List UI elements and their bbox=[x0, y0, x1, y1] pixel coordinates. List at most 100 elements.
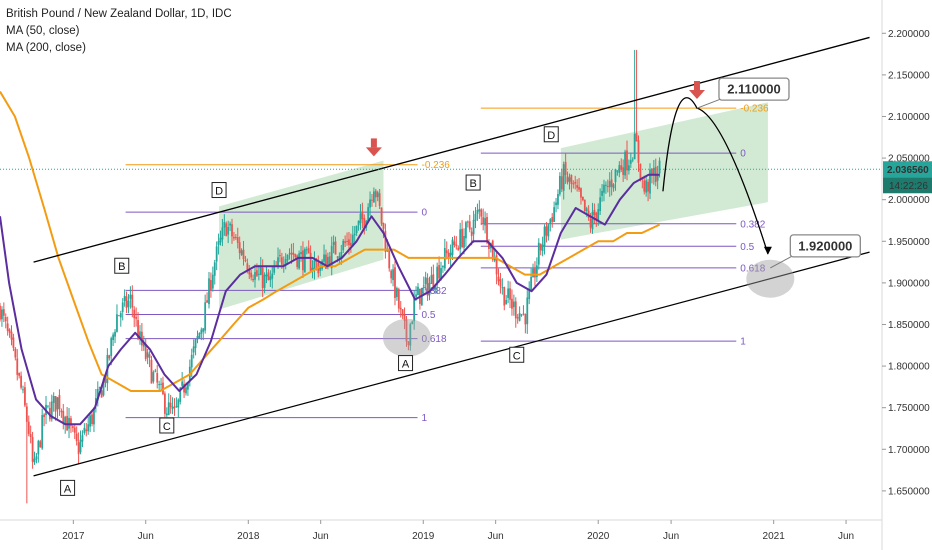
candle-body bbox=[227, 226, 230, 235]
ma50-legend[interactable]: MA (50, close) bbox=[6, 25, 80, 37]
wave-label-box bbox=[211, 182, 227, 199]
candle-body bbox=[618, 165, 621, 174]
candle-body bbox=[430, 275, 433, 284]
candle-body bbox=[261, 267, 264, 289]
moving-averages bbox=[0, 90, 661, 426]
wave-label-b: B bbox=[118, 261, 125, 273]
candle-body bbox=[211, 274, 214, 289]
candle-body bbox=[384, 230, 387, 252]
y-tick-label: 1.900000 bbox=[888, 278, 930, 289]
candle-body bbox=[626, 150, 628, 171]
candle-body bbox=[509, 288, 511, 300]
candle-body bbox=[208, 278, 210, 305]
candle-body bbox=[273, 265, 276, 273]
candle-body bbox=[144, 344, 147, 359]
candle-body bbox=[555, 202, 557, 206]
candle-body bbox=[447, 252, 450, 259]
candle-body bbox=[637, 140, 640, 163]
candle-body bbox=[66, 415, 69, 431]
down-arrow-icon bbox=[365, 147, 382, 157]
y-tick-label: 1.700000 bbox=[888, 445, 930, 456]
candle-body bbox=[175, 405, 178, 407]
wave-label-box bbox=[159, 417, 175, 434]
candle-body bbox=[401, 309, 404, 316]
candle-body bbox=[633, 133, 636, 160]
candle-body bbox=[257, 273, 260, 275]
symbol-title[interactable]: British Pound / New Zealand Dollar, 1D, … bbox=[6, 8, 232, 20]
candle-body bbox=[254, 272, 256, 280]
candle-body bbox=[240, 250, 243, 255]
candle-body bbox=[334, 241, 337, 255]
candle-body bbox=[60, 410, 63, 413]
candle-body bbox=[396, 288, 398, 298]
candle-body bbox=[79, 439, 82, 453]
candle-body bbox=[378, 193, 381, 206]
candle-body bbox=[114, 331, 116, 337]
fib-level-label: -0.236 bbox=[740, 104, 769, 115]
candle-body bbox=[131, 294, 134, 308]
x-tick-label: 2017 bbox=[62, 531, 85, 542]
candle-body bbox=[219, 237, 222, 243]
candle-body bbox=[4, 317, 7, 322]
candle-body bbox=[601, 190, 603, 196]
candle-body bbox=[346, 240, 348, 242]
candle-body bbox=[495, 255, 498, 275]
channel-upper-line bbox=[33, 36, 870, 263]
candle-body bbox=[302, 250, 304, 271]
candle-body bbox=[43, 414, 45, 417]
candle-body bbox=[236, 237, 239, 243]
candle-body bbox=[263, 274, 266, 288]
green-zone bbox=[219, 160, 384, 310]
candle-body bbox=[242, 249, 245, 260]
candle-body bbox=[56, 397, 59, 410]
candle-body bbox=[580, 188, 582, 198]
candle-body bbox=[610, 179, 613, 187]
candle-body bbox=[374, 190, 377, 198]
candle-body bbox=[123, 295, 126, 301]
candle-body bbox=[70, 418, 72, 426]
candle-body bbox=[532, 268, 534, 278]
candle-body bbox=[608, 181, 611, 188]
candle-body bbox=[68, 417, 70, 429]
candle-body bbox=[89, 415, 92, 427]
wave-label-box bbox=[398, 355, 414, 372]
candle-body bbox=[62, 410, 65, 423]
wave-label-a: A bbox=[402, 359, 410, 371]
candle-body bbox=[127, 300, 130, 307]
countdown-badge bbox=[883, 177, 932, 194]
candle-body bbox=[551, 217, 554, 222]
candle-body bbox=[256, 270, 258, 276]
candle-body bbox=[461, 228, 463, 248]
down-arrow-shaft bbox=[370, 138, 377, 148]
candle-body bbox=[511, 298, 513, 309]
candle-body bbox=[411, 321, 414, 325]
candle-body bbox=[585, 208, 588, 211]
candle-body bbox=[288, 253, 291, 255]
candle-body bbox=[574, 181, 577, 184]
candle-body bbox=[146, 352, 149, 358]
fib-level-label: 0.382 bbox=[740, 219, 765, 230]
candle-body bbox=[599, 197, 602, 212]
candle-body bbox=[244, 259, 247, 262]
ma200-legend[interactable]: MA (200, close) bbox=[6, 42, 86, 54]
candle-body bbox=[271, 273, 274, 279]
candle-body bbox=[204, 302, 207, 331]
candle-body bbox=[110, 338, 113, 356]
candle-body bbox=[528, 288, 531, 300]
candle-body bbox=[545, 226, 548, 236]
candle-body bbox=[656, 175, 659, 181]
candle-body bbox=[336, 256, 339, 258]
candle-body bbox=[589, 218, 592, 228]
candle-body bbox=[624, 151, 626, 176]
candle-body bbox=[200, 329, 203, 334]
candle-body bbox=[520, 314, 523, 316]
wave-label-box bbox=[114, 257, 130, 274]
candle-body bbox=[259, 266, 262, 275]
wave-label-box bbox=[543, 126, 559, 143]
candle-body bbox=[319, 266, 322, 271]
candle-body bbox=[442, 266, 444, 268]
candle-body bbox=[628, 165, 630, 171]
highlight-ellipse bbox=[746, 259, 795, 298]
candle-body bbox=[156, 373, 159, 383]
